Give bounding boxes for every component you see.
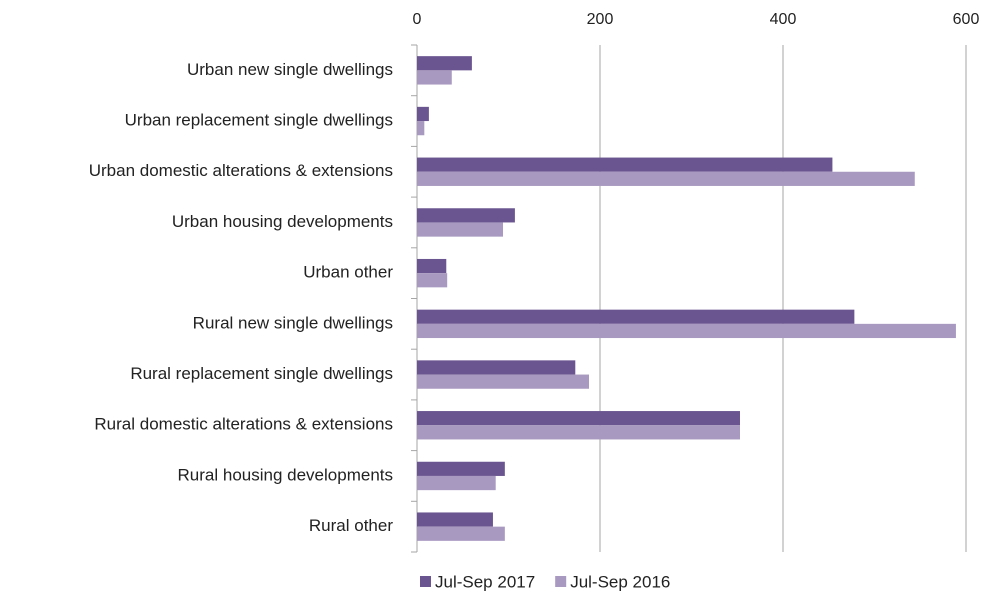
bar <box>417 526 505 541</box>
x-tick-label: 0 <box>413 11 422 28</box>
bar <box>417 475 496 491</box>
bar <box>417 461 505 476</box>
bar <box>417 411 740 426</box>
bar <box>417 273 448 288</box>
bar <box>417 512 493 527</box>
x-tick-label: 200 <box>587 11 614 28</box>
bar <box>417 222 504 237</box>
bar <box>417 425 740 440</box>
bar <box>417 121 425 136</box>
y-tick-label: Rural domestic alterations & extensions <box>94 415 393 434</box>
bar <box>417 157 833 172</box>
y-tick-label: Rural housing developments <box>178 465 393 484</box>
y-tick-label: Urban housing developments <box>172 212 393 231</box>
bar <box>417 106 429 122</box>
legend-label: Jul-Sep 2017 <box>435 572 535 591</box>
bar <box>417 171 915 186</box>
y-tick-label: Rural other <box>309 516 393 535</box>
bar <box>417 323 956 339</box>
x-tick-label: 400 <box>770 11 797 28</box>
bar <box>417 374 590 389</box>
y-tick-label: Urban domestic alterations & extensions <box>89 161 393 180</box>
bar <box>417 56 472 71</box>
legend-swatch <box>420 576 431 587</box>
legend-label: Jul-Sep 2016 <box>570 572 670 591</box>
y-tick-label: Rural new single dwellings <box>193 313 393 332</box>
bar <box>417 258 447 274</box>
bar <box>417 309 855 324</box>
y-tick-label: Rural replacement single dwellings <box>130 364 393 383</box>
bar <box>417 70 452 85</box>
bar <box>417 360 576 375</box>
x-tick-label: 600 <box>953 11 980 28</box>
y-tick-label: Urban new single dwellings <box>187 60 393 79</box>
y-tick-label: Urban replacement single dwellings <box>125 111 393 130</box>
legend-swatch <box>555 576 567 587</box>
y-tick-label: Urban other <box>303 263 393 282</box>
bar <box>417 208 515 223</box>
